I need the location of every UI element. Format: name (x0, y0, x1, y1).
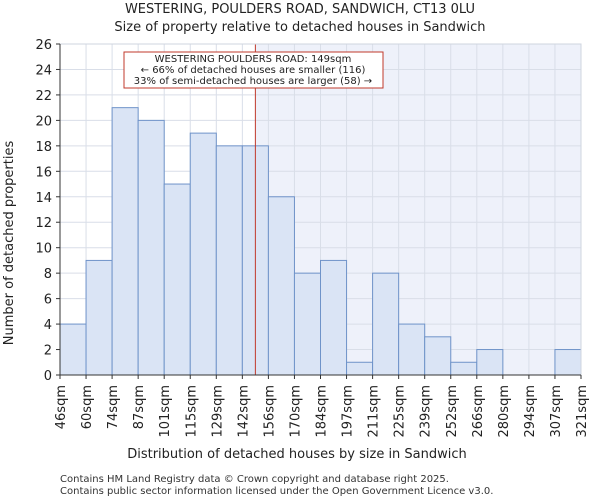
y-tick-label: 20 (35, 114, 52, 129)
x-tick-label: 266sqm (471, 385, 486, 438)
bar (450, 361, 478, 376)
x-tick-label: 74sqm (106, 385, 121, 429)
x-tick-label: 115sqm (184, 385, 199, 438)
footer-line-2: Contains public sector information licen… (60, 486, 493, 497)
annotation-box: WESTERING POULDERS ROAD: 149sqm ← 66% of… (123, 51, 384, 89)
bar (346, 361, 374, 376)
bar (424, 336, 452, 376)
x-tick-label: 156sqm (262, 385, 277, 438)
bar (372, 272, 400, 376)
footer-line-1: Contains HM Land Registry data © Crown c… (60, 474, 449, 485)
y-tick-label: 0 (44, 369, 52, 384)
x-tick-label: 321sqm (575, 385, 590, 438)
y-tick-label: 14 (35, 191, 52, 206)
x-tick-label: 46sqm (54, 385, 69, 429)
x-tick-label: 60sqm (80, 385, 95, 429)
bar (398, 323, 426, 376)
bar (293, 272, 322, 376)
y-tick-label: 24 (35, 63, 52, 78)
y-tick-label: 10 (35, 242, 52, 257)
bar (163, 183, 191, 376)
chart-subtitle: Size of property relative to detached ho… (114, 20, 485, 35)
bar (111, 107, 139, 376)
y-tick-label: 2 (44, 344, 52, 359)
bar (554, 349, 582, 376)
bar (476, 349, 504, 376)
bar (189, 132, 217, 376)
y-tick-label: 22 (35, 89, 52, 104)
x-tick-label: 142sqm (236, 385, 251, 438)
x-tick-label: 184sqm (315, 385, 330, 438)
x-tick-label: 101sqm (158, 385, 173, 438)
x-tick-label: 197sqm (341, 385, 356, 438)
x-axis-label: Distribution of detached houses by size … (127, 447, 467, 462)
bar (59, 323, 87, 376)
y-tick-label: 18 (35, 140, 52, 155)
y-tick-label: 16 (35, 165, 52, 180)
bar (137, 119, 165, 376)
x-tick-label: 239sqm (419, 385, 434, 438)
annotation-line-1: WESTERING POULDERS ROAD: 149sqm (155, 54, 352, 65)
x-tick-label: 280sqm (497, 385, 512, 438)
x-tick-label: 129sqm (210, 385, 225, 438)
annotation-line-3: 33% of semi-detached houses are larger (… (134, 76, 372, 87)
x-tick-label: 252sqm (445, 385, 460, 438)
x-tick-label: 211sqm (367, 385, 382, 438)
y-tick-label: 8 (44, 267, 52, 282)
x-tick-label: 87sqm (132, 385, 147, 429)
bar (320, 259, 348, 376)
bar (267, 196, 295, 376)
x-tick-label: 307sqm (549, 385, 564, 438)
bar (85, 259, 113, 376)
annotation-line-2: ← 66% of detached houses are smaller (11… (141, 65, 366, 76)
x-tick-label: 170sqm (288, 385, 303, 438)
y-tick-label: 26 (35, 38, 52, 53)
y-axis-label: Number of detached properties (2, 141, 17, 346)
bar (215, 145, 243, 376)
y-tick-label: 4 (44, 318, 52, 333)
chart-title: WESTERING, POULDERS ROAD, SANDWICH, CT13… (125, 2, 475, 17)
y-tick-label: 12 (35, 216, 52, 231)
x-tick-label: 294sqm (523, 385, 538, 438)
x-tick-label: 225sqm (393, 385, 408, 438)
y-tick-label: 6 (44, 293, 52, 308)
annotation-border (123, 51, 384, 89)
